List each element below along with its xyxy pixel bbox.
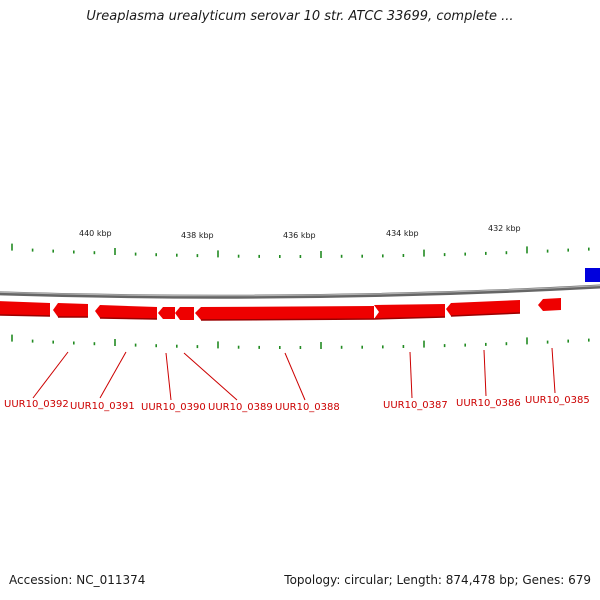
gene-label[interactable]: UUR10_0389 — [208, 402, 273, 413]
gene-arrow[interactable] — [95, 305, 157, 319]
gene-label[interactable]: UUR10_0387 — [383, 400, 448, 411]
gene-arrows-shade — [0, 312, 521, 321]
gene-arrow[interactable] — [0, 301, 50, 316]
genome-backbone — [0, 284, 600, 299]
gene-arrow[interactable] — [175, 307, 194, 320]
scale-label: 440 kbp — [79, 229, 112, 238]
scale-label: 438 kbp — [181, 231, 214, 240]
gene-arrow[interactable] — [446, 300, 520, 316]
gene-arrows — [0, 268, 600, 321]
leader-line — [99, 351, 127, 399]
gene-arrow[interactable] — [538, 298, 561, 311]
gene-label[interactable]: UUR10_0385 — [525, 395, 590, 406]
gene-arrow[interactable] — [374, 304, 445, 319]
leader-line — [409, 351, 413, 399]
gene-label[interactable]: UUR10_0391 — [70, 401, 135, 412]
scale-label: 436 kbp — [283, 231, 316, 240]
leader-line — [32, 351, 69, 399]
leader-line — [183, 352, 238, 401]
leader-line — [165, 352, 172, 401]
scale-ticks-top — [11, 243, 590, 258]
scale-labels: 440 kbp 438 kbp 436 kbp 434 kbp 432 kbp — [79, 224, 521, 240]
leader-line — [284, 352, 306, 401]
gene-label[interactable]: UUR10_0392 — [4, 399, 69, 410]
gene-leader-lines — [32, 347, 556, 401]
gene-label[interactable]: UUR10_0390 — [141, 402, 206, 413]
scale-label: 434 kbp — [386, 229, 419, 238]
gene-label[interactable]: UUR10_0386 — [456, 398, 521, 409]
gene-arrow[interactable] — [195, 306, 374, 320]
summary-text: Topology: circular; Length: 874,478 bp; … — [284, 573, 591, 587]
genome-backbone-highlight — [0, 284, 600, 297]
map-title: Ureaplasma urealyticum serovar 10 str. A… — [86, 9, 514, 24]
gene-arrow[interactable] — [53, 303, 88, 317]
gene-label[interactable]: UUR10_0388 — [275, 402, 340, 413]
gene-arrow[interactable] — [158, 307, 175, 319]
scale-label: 432 kbp — [488, 224, 521, 233]
leader-line — [551, 347, 556, 394]
gene-arrow-reverse[interactable] — [585, 268, 600, 282]
leader-line — [483, 349, 487, 397]
scale-ticks-bottom — [11, 334, 590, 349]
gene-labels: UUR10_0392 UUR10_0391 UUR10_0390 UUR10_0… — [4, 395, 590, 413]
accession-text: Accession: NC_011374 — [9, 573, 146, 587]
